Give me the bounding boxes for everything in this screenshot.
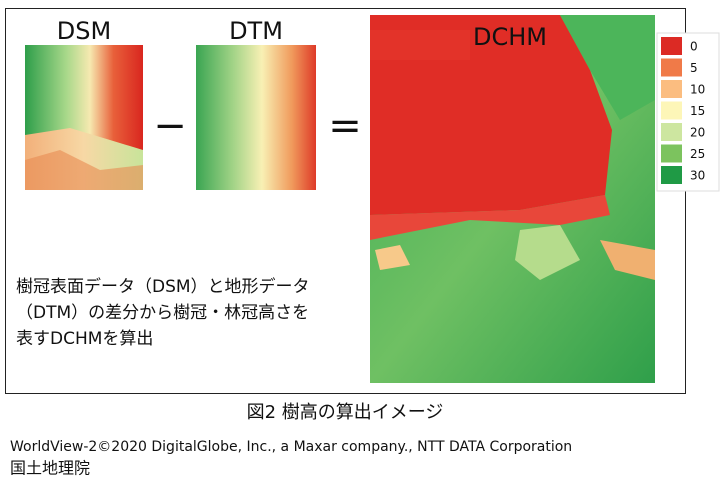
- legend-swatch: [661, 166, 682, 184]
- minus-sign: −: [153, 103, 187, 149]
- legend-label: 20: [690, 126, 705, 140]
- description-line: 樹冠表面データ（DSM）と地形データ: [16, 276, 310, 297]
- description-line: 表すDCHMを算出: [16, 329, 153, 349]
- legend-swatch: [661, 101, 682, 120]
- dsm-image: [25, 45, 143, 190]
- dsm-label: DSM: [57, 17, 111, 45]
- legend-swatch: [661, 123, 682, 141]
- legend-label: 10: [690, 83, 705, 97]
- legend-swatch: [661, 144, 682, 163]
- frame: [5, 8, 686, 394]
- legend-swatch: [661, 58, 682, 77]
- legend-label: 15: [690, 104, 705, 118]
- description: 樹冠表面データ（DSM）と地形データ （DTM）の差分から樹冠・林冠高さを表すDC…: [16, 276, 310, 349]
- legend: 0 5 10 15 20 25 30: [656, 32, 720, 192]
- equals-sign: =: [328, 103, 362, 149]
- credit-line: 国土地理院: [10, 459, 90, 478]
- legend-label: 25: [690, 147, 705, 161]
- dtm-label: DTM: [229, 17, 283, 45]
- caption: 図2 樹高の算出イメージ: [247, 402, 444, 423]
- legend-label: 0: [690, 40, 698, 54]
- legend-swatch: [661, 80, 682, 98]
- description-line: （DTM）の差分から樹冠・林冠高さを: [16, 303, 309, 323]
- legend-swatch: [661, 37, 682, 55]
- legend-label: 30: [690, 169, 705, 183]
- legend-label: 5: [690, 61, 698, 75]
- credit-line: WorldView-2©2020 DigitalGlobe, Inc., a M…: [10, 439, 572, 455]
- dchm-image: [370, 15, 655, 383]
- dchm-label: DCHM: [473, 23, 547, 51]
- dtm-image: [196, 45, 316, 190]
